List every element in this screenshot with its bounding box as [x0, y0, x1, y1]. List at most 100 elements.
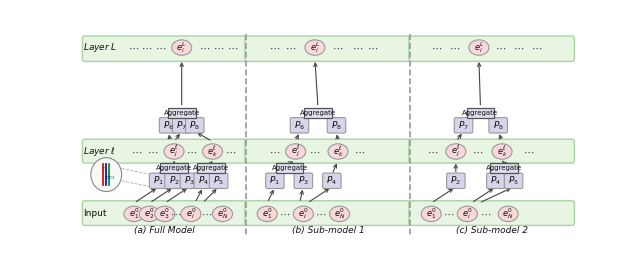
Ellipse shape	[330, 206, 349, 222]
Text: $\cdots$: $\cdots$	[316, 209, 326, 219]
Text: $P_4$: $P_4$	[490, 174, 501, 187]
FancyBboxPatch shape	[209, 173, 228, 188]
Text: $\cdots$: $\cdots$	[449, 43, 460, 53]
FancyBboxPatch shape	[194, 173, 212, 188]
Text: $\cdots$: $\cdots$	[495, 43, 506, 53]
Text: $\cdots$: $\cdots$	[269, 147, 280, 157]
FancyBboxPatch shape	[327, 118, 346, 133]
Text: $e_N^0$: $e_N^0$	[502, 206, 514, 221]
Text: $\cdots$: $\cdots$	[352, 43, 363, 53]
Ellipse shape	[446, 144, 466, 159]
Text: $\cdots$: $\cdots$	[131, 147, 143, 157]
Text: $e_N^0$: $e_N^0$	[217, 206, 228, 221]
Text: $e_2^0$: $e_2^0$	[144, 206, 155, 221]
Text: $e_i^0$: $e_i^0$	[298, 206, 308, 221]
Text: $P_8$: $P_8$	[493, 119, 504, 132]
Text: Aggregate: Aggregate	[462, 110, 499, 116]
Text: $\cdots$: $\cdots$	[201, 209, 212, 219]
Text: Input: Input	[83, 209, 107, 218]
FancyBboxPatch shape	[168, 108, 196, 118]
FancyBboxPatch shape	[83, 36, 246, 61]
FancyBboxPatch shape	[454, 118, 473, 133]
Text: $e_i^L$: $e_i^L$	[310, 40, 320, 55]
Ellipse shape	[293, 206, 314, 222]
Text: $P_1$: $P_1$	[153, 174, 164, 187]
Text: $P_5$: $P_5$	[213, 174, 224, 187]
Text: $\cdots$: $\cdots$	[524, 147, 534, 157]
Text: Layer $L$: Layer $L$	[83, 41, 118, 54]
Text: $e_N^0$: $e_N^0$	[334, 206, 345, 221]
FancyBboxPatch shape	[83, 201, 246, 225]
Text: $\cdots$: $\cdots$	[186, 147, 197, 157]
Text: $\cdots$: $\cdots$	[431, 43, 442, 53]
Ellipse shape	[285, 144, 306, 159]
Text: $\cdots$: $\cdots$	[367, 43, 378, 53]
Text: $\cdots$: $\cdots$	[332, 43, 344, 53]
FancyBboxPatch shape	[172, 118, 191, 133]
Text: $e_1^0$: $e_1^0$	[426, 206, 436, 221]
FancyBboxPatch shape	[291, 118, 308, 133]
Ellipse shape	[124, 206, 144, 222]
Text: $P_8$: $P_8$	[189, 119, 200, 132]
Ellipse shape	[458, 206, 477, 222]
FancyBboxPatch shape	[323, 173, 341, 188]
Ellipse shape	[91, 158, 122, 192]
Text: Aggregate: Aggregate	[486, 165, 522, 172]
Ellipse shape	[469, 40, 489, 55]
Ellipse shape	[498, 206, 518, 222]
FancyBboxPatch shape	[149, 173, 168, 188]
Ellipse shape	[421, 206, 441, 222]
Text: Aggregate: Aggregate	[156, 165, 192, 172]
Text: (b) Sub-model 1: (b) Sub-model 1	[292, 226, 364, 234]
Text: $c_3$: $c_3$	[108, 174, 115, 182]
Text: $e_i^0$: $e_i^0$	[462, 206, 473, 221]
FancyBboxPatch shape	[197, 163, 225, 173]
Text: $\cdots$: $\cdots$	[199, 43, 211, 53]
Text: Aggregate: Aggregate	[193, 165, 229, 172]
Text: $P_2$: $P_2$	[451, 174, 461, 187]
Text: $\cdots$: $\cdots$	[225, 147, 236, 157]
FancyBboxPatch shape	[409, 139, 575, 163]
Text: Aggregate: Aggregate	[164, 110, 200, 116]
FancyBboxPatch shape	[490, 163, 518, 173]
Text: $e_k^\ell$: $e_k^\ell$	[333, 144, 344, 159]
Text: $P_8$: $P_8$	[331, 119, 342, 132]
Ellipse shape	[212, 206, 232, 222]
Ellipse shape	[164, 144, 184, 159]
Ellipse shape	[328, 144, 348, 159]
Text: $\cdots$: $\cdots$	[278, 209, 290, 219]
Text: $P_4$: $P_4$	[198, 174, 209, 187]
Ellipse shape	[257, 206, 277, 222]
Text: $P_6$: $P_6$	[163, 119, 174, 132]
FancyBboxPatch shape	[266, 173, 284, 188]
FancyBboxPatch shape	[83, 139, 246, 163]
Text: $e_j^\ell$: $e_j^\ell$	[451, 144, 461, 159]
Text: $\cdots$: $\cdots$	[155, 43, 166, 53]
Text: $\cdots$: $\cdots$	[309, 147, 321, 157]
Text: $P_7$: $P_7$	[176, 119, 187, 132]
Text: $c_1$: $c_1$	[101, 165, 108, 173]
Text: $\cdots$: $\cdots$	[147, 147, 158, 157]
FancyBboxPatch shape	[294, 173, 312, 188]
Text: $P_2$: $P_2$	[168, 174, 179, 187]
FancyBboxPatch shape	[409, 36, 575, 61]
Text: $e_i^L$: $e_i^L$	[474, 40, 484, 55]
Text: $e_k^\ell$: $e_k^\ell$	[497, 144, 508, 159]
FancyBboxPatch shape	[245, 36, 410, 61]
Text: $\cdots$: $\cdots$	[531, 43, 542, 53]
Text: $e_1^0$: $e_1^0$	[262, 206, 273, 221]
Ellipse shape	[140, 206, 159, 222]
FancyBboxPatch shape	[447, 173, 465, 188]
Text: $\cdots$: $\cdots$	[472, 147, 483, 157]
Text: $P_4$: $P_4$	[326, 174, 337, 187]
Ellipse shape	[492, 144, 512, 159]
FancyBboxPatch shape	[467, 108, 494, 118]
Text: $P_6$: $P_6$	[294, 119, 305, 132]
Text: $\cdots$: $\cdots$	[479, 209, 491, 219]
FancyBboxPatch shape	[245, 201, 410, 225]
Text: $e_3^0$: $e_3^0$	[159, 206, 170, 221]
Text: $\cdots$: $\cdots$	[227, 43, 238, 53]
FancyBboxPatch shape	[504, 173, 523, 188]
Text: $\cdots$: $\cdots$	[513, 43, 525, 53]
Text: $e_i^L$: $e_i^L$	[177, 40, 187, 55]
